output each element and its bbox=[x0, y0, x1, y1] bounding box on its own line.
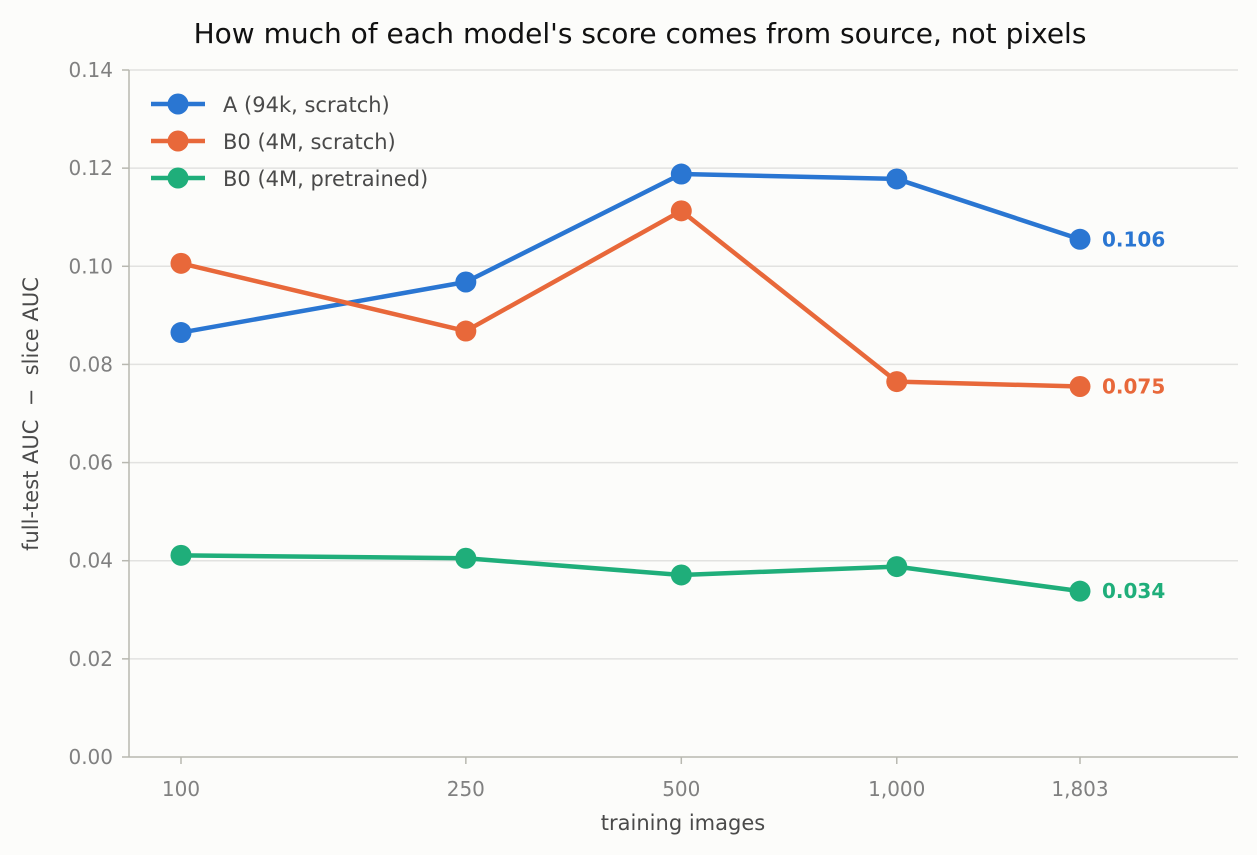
y-tick-label: 0.14 bbox=[68, 58, 113, 82]
series-layer: 0.106 0.075 0.034 bbox=[170, 163, 1165, 603]
series-line bbox=[180, 208, 1081, 389]
y-tick-label: 0.02 bbox=[68, 647, 113, 671]
x-tick-label: 250 bbox=[447, 777, 485, 801]
series-line bbox=[180, 171, 1081, 335]
legend: A (94k, scratch) B0 (4M, scratch) B0 (4M, … bbox=[151, 93, 428, 191]
y-tick-label: 0.12 bbox=[68, 156, 113, 180]
legend-label: B0 (4M, scratch) bbox=[223, 130, 396, 154]
legend-marker bbox=[167, 130, 189, 152]
x-tick-label: 500 bbox=[662, 777, 700, 801]
legend-label: B0 (4M, pretrained) bbox=[223, 167, 428, 191]
end-value-label: 0.034 bbox=[1102, 579, 1165, 603]
data-point bbox=[1069, 580, 1091, 602]
legend-item: B0 (4M, scratch) bbox=[151, 130, 396, 154]
legend-label: A (94k, scratch) bbox=[223, 93, 390, 117]
y-axis-ticks: 0.00 0.02 0.04 0.06 0.08 0.10 0.12 0.14 bbox=[68, 58, 129, 769]
data-point bbox=[455, 320, 477, 342]
data-point bbox=[670, 163, 692, 185]
y-tick-label: 0.04 bbox=[68, 549, 113, 573]
legend-marker bbox=[167, 167, 189, 189]
x-axis-label: training images bbox=[601, 811, 765, 835]
data-point bbox=[886, 371, 908, 393]
x-tick-label: 1,803 bbox=[1051, 777, 1108, 801]
legend-item: B0 (4M, pretrained) bbox=[151, 167, 428, 191]
chart-title: How much of each model's score comes fro… bbox=[194, 17, 1087, 50]
end-value-label: 0.075 bbox=[1102, 375, 1165, 399]
data-point bbox=[670, 564, 692, 586]
y-tick-label: 0.06 bbox=[68, 451, 113, 475]
y-axis-label: full-test AUC − slice AUC bbox=[19, 277, 43, 551]
data-point bbox=[886, 556, 908, 578]
series-1: 0.106 bbox=[170, 163, 1165, 344]
series-2: 0.075 bbox=[170, 200, 1165, 399]
end-value-label: 0.106 bbox=[1102, 227, 1165, 251]
legend-marker bbox=[167, 93, 189, 115]
data-point bbox=[1069, 376, 1091, 398]
legend-item: A (94k, scratch) bbox=[151, 93, 390, 117]
y-tick-label: 0.08 bbox=[68, 352, 113, 376]
y-tick-label: 0.10 bbox=[68, 254, 113, 278]
x-tick-label: 100 bbox=[162, 777, 200, 801]
x-tick-label: 1,000 bbox=[868, 777, 925, 801]
data-point bbox=[455, 547, 477, 569]
x-axis-ticks: 100 250 500 1,000 1,803 bbox=[162, 757, 1109, 801]
data-point bbox=[170, 544, 192, 566]
y-tick-label: 0.00 bbox=[68, 745, 113, 769]
data-point bbox=[455, 271, 477, 293]
data-point bbox=[670, 200, 692, 222]
data-point bbox=[1069, 228, 1091, 250]
data-point bbox=[886, 168, 908, 190]
data-point bbox=[170, 322, 192, 344]
series-3: 0.034 bbox=[170, 544, 1165, 603]
data-point bbox=[170, 252, 192, 274]
